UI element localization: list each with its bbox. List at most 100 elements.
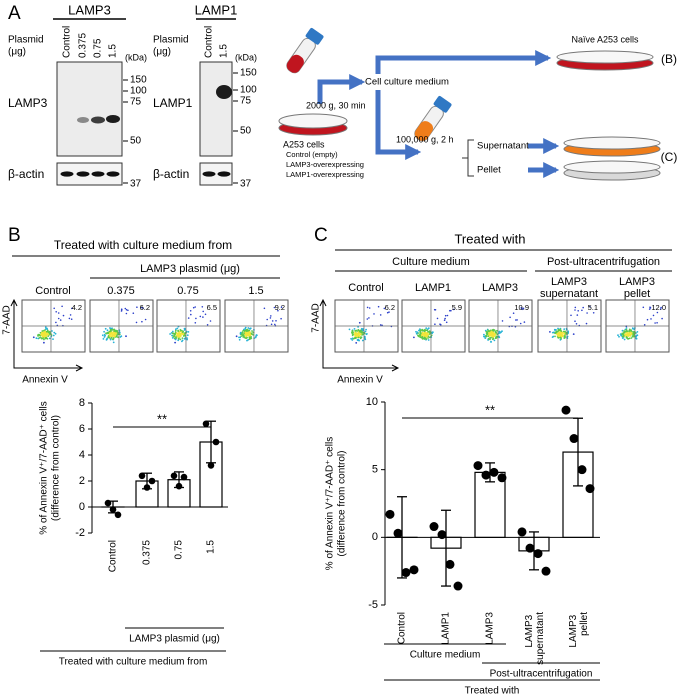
event-dot	[271, 320, 274, 322]
blot-membrane	[199, 162, 233, 186]
event-dot	[135, 321, 138, 324]
marker-label: 37	[240, 179, 252, 190]
event-dot	[190, 313, 192, 316]
column-label: pellet	[624, 288, 650, 300]
event-dot	[558, 331, 560, 334]
target-label: LAMP3	[8, 96, 48, 110]
event-dot	[362, 328, 364, 330]
quadrant-value: 10.9	[514, 303, 529, 312]
axis-arrow	[13, 300, 82, 369]
event-dot	[245, 335, 247, 338]
data-point	[517, 527, 527, 537]
event-dot	[354, 331, 356, 334]
event-dot	[625, 334, 628, 337]
lane-label: 0.75	[93, 38, 104, 58]
event-dot	[141, 320, 143, 323]
event-dot	[636, 331, 639, 333]
event-dot	[619, 333, 622, 335]
event-dot	[62, 314, 65, 317]
event-dot	[353, 328, 356, 330]
event-dot	[379, 314, 382, 316]
event-dot	[445, 321, 448, 324]
event-dot	[570, 314, 572, 317]
event-dot	[35, 337, 38, 340]
data-point	[525, 543, 535, 553]
scheme-label: A253 cells	[283, 139, 325, 149]
plasmid-label: (μg)	[153, 47, 171, 58]
event-dot	[557, 336, 560, 339]
group-label: Treated with	[465, 686, 520, 694]
event-dot	[660, 306, 662, 309]
event-dot	[652, 314, 655, 317]
event-cloud	[549, 305, 595, 341]
data-point	[385, 509, 395, 519]
event-dot	[40, 336, 42, 339]
event-dot	[113, 328, 116, 331]
x-tick-label: 1.5	[206, 540, 217, 554]
event-dot	[116, 330, 119, 332]
event-dot	[184, 327, 186, 330]
y-tick-label: 6	[79, 423, 85, 435]
marker-label: 150	[130, 75, 147, 86]
event-cloud	[483, 307, 526, 343]
event-dot	[51, 330, 53, 332]
event-dot	[351, 339, 354, 341]
event-dot	[55, 321, 57, 324]
data-point	[429, 522, 439, 532]
arrow-head	[75, 364, 84, 372]
column-label: 1.5	[248, 285, 263, 297]
data-point	[104, 499, 112, 507]
event-dot	[125, 312, 128, 315]
column-label: 0.375	[107, 285, 135, 297]
event-dot	[54, 332, 57, 335]
y-tick-label: -2	[75, 527, 85, 539]
event-dot	[125, 308, 128, 311]
event-dot	[486, 332, 489, 335]
x-tick-label: LAMP3	[485, 612, 496, 645]
group-title: Treated with culture medium from	[54, 238, 232, 252]
event-dot	[564, 330, 566, 333]
event-dot	[273, 306, 276, 309]
y-tick-label: 0	[79, 501, 85, 513]
event-dot	[103, 333, 106, 336]
event-cloud	[348, 305, 393, 344]
x-tick-label: 0.75	[174, 540, 185, 560]
event-dot	[351, 329, 354, 332]
event-cloud	[617, 306, 663, 341]
event-dot	[245, 330, 247, 332]
event-dot	[494, 330, 497, 333]
data-point	[497, 473, 507, 483]
event-dot	[113, 335, 116, 338]
event-dot	[355, 329, 358, 332]
group-label: LAMP3 plasmid (μg)	[129, 634, 220, 645]
data-point	[175, 482, 183, 490]
event-dot	[433, 308, 436, 311]
event-dot	[348, 328, 351, 331]
event-dot	[582, 306, 584, 309]
blot-band	[106, 115, 120, 123]
kda-label: (kDa)	[125, 52, 147, 62]
event-dot	[175, 328, 177, 331]
group-label: Treated with culture medium from	[59, 657, 208, 668]
event-dot	[195, 317, 197, 320]
event-dot	[589, 305, 591, 308]
event-dot	[52, 338, 54, 340]
event-dot	[622, 334, 625, 337]
group-title: Treated with	[454, 231, 525, 246]
scheme-label: 2000 g, 30 min	[306, 100, 366, 110]
axis-label: 7-AAD	[2, 305, 13, 334]
event-dot	[175, 332, 178, 334]
event-dot	[240, 335, 243, 337]
data-point	[533, 549, 543, 559]
data-point	[437, 530, 447, 540]
event-dot	[39, 331, 42, 334]
event-dot	[483, 335, 486, 338]
event-dot	[630, 330, 633, 332]
event-dot	[45, 337, 48, 340]
event-dot	[101, 334, 104, 337]
event-dot	[109, 329, 112, 331]
event-dot	[55, 311, 57, 313]
event-dot	[554, 335, 556, 338]
group-label: Culture medium	[392, 256, 470, 268]
data-point	[577, 465, 587, 475]
